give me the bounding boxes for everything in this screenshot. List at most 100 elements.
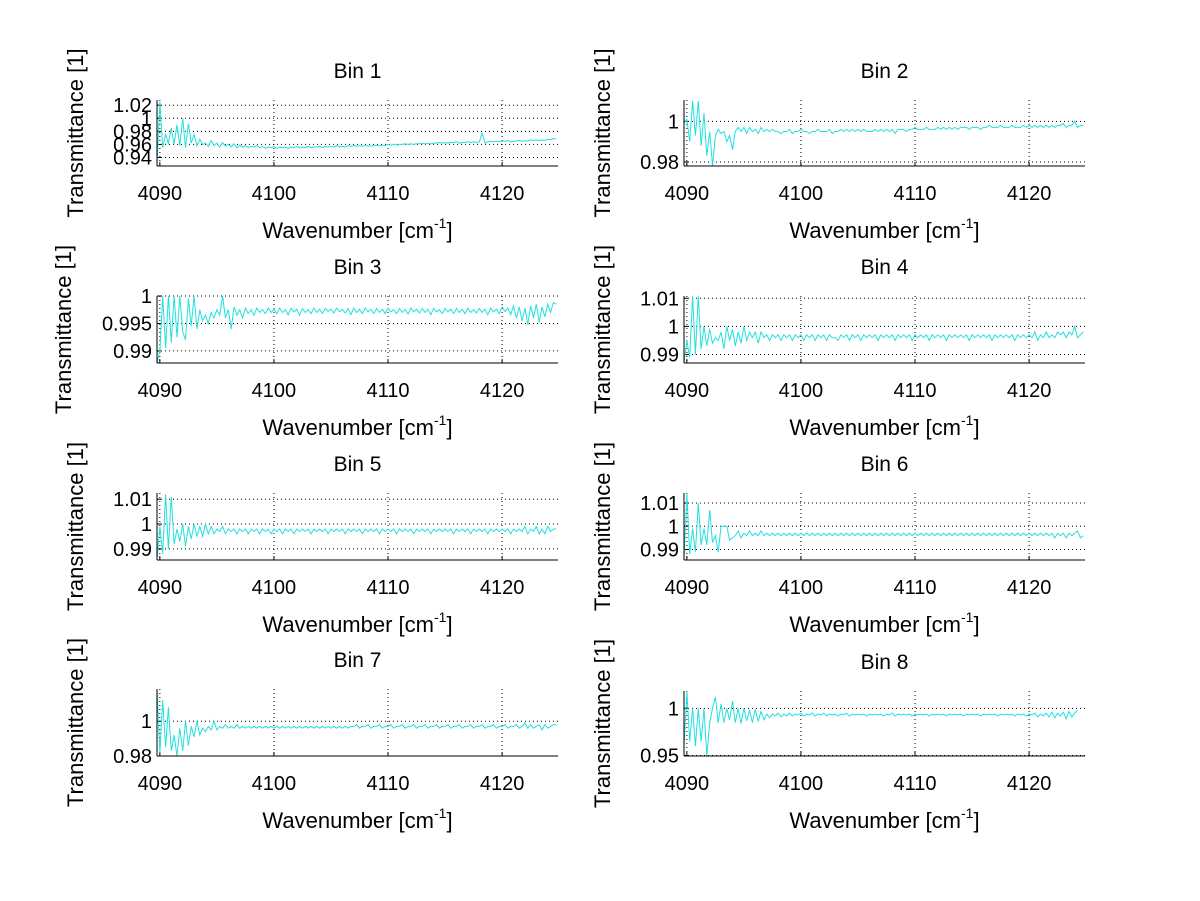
x-tick-label: 4090 [138, 380, 183, 402]
x-tick-label: 4110 [367, 577, 410, 599]
x-axis-label-end: ] [446, 612, 452, 637]
y-tick-label: 0.99 [640, 540, 679, 562]
x-tick-label: 4110 [894, 380, 937, 402]
y-tick-label: 1 [141, 711, 152, 733]
x-axis-label: Wavenumber [cm-1] [262, 609, 452, 637]
y-axis-label: Transmittance [1] [590, 442, 615, 611]
data-series-line [683, 295, 1084, 364]
x-tick-label: 4100 [252, 577, 297, 599]
x-axis-label-end: ] [973, 415, 979, 440]
x-tick-label: 4100 [252, 183, 297, 205]
y-tick-label: 1.01 [113, 489, 152, 511]
y-tick-label: 1 [141, 514, 152, 536]
x-tick-label: 4120 [480, 183, 525, 205]
x-tick-label: 4100 [252, 380, 297, 402]
y-tick-label: 1 [668, 316, 679, 338]
x-tick-label: 4120 [1007, 380, 1052, 402]
y-tick-label: 1 [141, 286, 152, 308]
data-series-line [156, 101, 557, 165]
y-axis-label: Transmittance [1] [590, 639, 615, 808]
x-tick-label: 4100 [779, 773, 824, 795]
x-tick-label: 4110 [894, 773, 937, 795]
x-axis-label-text: Wavenumber [cm [789, 612, 961, 637]
data-series-line [683, 493, 1084, 559]
x-tick-label: 4120 [1007, 183, 1052, 205]
x-axis-label-text: Wavenumber [cm [789, 808, 961, 833]
x-axis-label: Wavenumber [cm-1] [262, 805, 452, 833]
x-tick-label: 4110 [367, 773, 410, 795]
y-tick-label: 0.99 [640, 345, 679, 367]
y-tick-label: 1 [668, 516, 679, 538]
x-axis-label-end: ] [973, 612, 979, 637]
x-tick-label: 4100 [252, 773, 297, 795]
x-tick-label: 4100 [779, 380, 824, 402]
data-series-line [156, 494, 557, 559]
y-axis-label: Transmittance [1] [63, 48, 88, 217]
y-axis-label: Transmittance [1] [590, 48, 615, 217]
y-axis-label: Transmittance [1] [51, 245, 76, 414]
x-axis-label-text: Wavenumber [cm [262, 218, 434, 243]
data-series-line [156, 689, 557, 757]
y-tick-label: 1 [668, 698, 679, 720]
x-axis-label: Wavenumber [cm-1] [789, 215, 979, 243]
data-series-line [683, 100, 1084, 167]
subplot-8: 4090 4100 4110 4120 0.95 1 Bin 8 Wavenumber [cm… [590, 639, 1085, 833]
x-tick-label: 4120 [480, 773, 525, 795]
data-series-line [156, 295, 557, 364]
x-axis-label-end: ] [973, 218, 979, 243]
subplot-title: Bin 2 [861, 60, 909, 83]
y-tick-label: 1 [668, 111, 679, 133]
subplot-title: Bin 5 [334, 453, 382, 476]
y-tick-label: 0.96 [113, 134, 152, 156]
x-tick-label: 4110 [367, 380, 410, 402]
x-axis-label-superscript: -1 [961, 215, 974, 231]
y-tick-label: 0.98 [113, 121, 152, 143]
x-tick-label: 4090 [665, 380, 710, 402]
subplot-2: 4090 4100 4110 4120 0.98 1 Bin 2 Wavenumber [cm… [590, 48, 1085, 243]
subplot-title: Bin 3 [334, 256, 382, 279]
x-axis-label-superscript: -1 [434, 805, 447, 821]
x-axis-label-superscript: -1 [434, 215, 447, 231]
y-tick-label: 1.02 [113, 95, 152, 117]
y-axis-label: Transmittance [1] [590, 245, 615, 414]
subplot-3: 4090 4100 4110 4120 0.99 0.995 1 Bin 3 Wavenumbe… [51, 245, 558, 440]
x-axis-label-text: Wavenumber [cm [262, 415, 434, 440]
x-tick-label: 4090 [138, 183, 183, 205]
x-axis-label-superscript: -1 [434, 412, 447, 428]
x-tick-label: 4120 [480, 577, 525, 599]
y-tick-label: 1 [141, 108, 152, 130]
x-axis-label: Wavenumber [cm-1] [262, 412, 452, 440]
x-tick-label: 4100 [779, 183, 824, 205]
x-axis-label: Wavenumber [cm-1] [789, 805, 979, 833]
y-axis-label: Transmittance [1] [63, 638, 88, 807]
y-tick-label: 0.94 [113, 148, 152, 170]
y-tick-label: 0.95 [640, 746, 679, 768]
x-axis-label-end: ] [446, 415, 452, 440]
y-tick-label: 0.98 [113, 746, 152, 768]
y-tick-label: 0.99 [113, 539, 152, 561]
x-tick-label: 4120 [1007, 577, 1052, 599]
x-tick-label: 4090 [138, 773, 183, 795]
x-axis-label-superscript: -1 [434, 609, 447, 625]
subplot-title: Bin 8 [861, 651, 909, 674]
x-tick-label: 4090 [138, 577, 183, 599]
y-tick-label: 0.99 [113, 341, 152, 363]
x-axis-label-text: Wavenumber [cm [789, 218, 961, 243]
x-axis-label-end: ] [446, 808, 452, 833]
data-series-line [683, 691, 1078, 756]
subplot-title: Bin 6 [861, 453, 909, 476]
subplot-title: Bin 1 [334, 60, 382, 83]
x-axis-label: Wavenumber [cm-1] [262, 215, 452, 243]
subplot-title: Bin 7 [334, 649, 382, 672]
x-axis-label-text: Wavenumber [cm [262, 808, 434, 833]
x-tick-label: 4090 [665, 577, 710, 599]
x-tick-label: 4090 [665, 773, 710, 795]
y-axis-label: Transmittance [1] [63, 442, 88, 611]
y-tick-label: 0.98 [640, 152, 679, 174]
subplot-7: 4090 4100 4110 4120 0.98 1 Bin 7 Wavenumber [cm… [63, 638, 558, 833]
x-axis-label-text: Wavenumber [cm [789, 415, 961, 440]
x-axis-label-end: ] [973, 808, 979, 833]
